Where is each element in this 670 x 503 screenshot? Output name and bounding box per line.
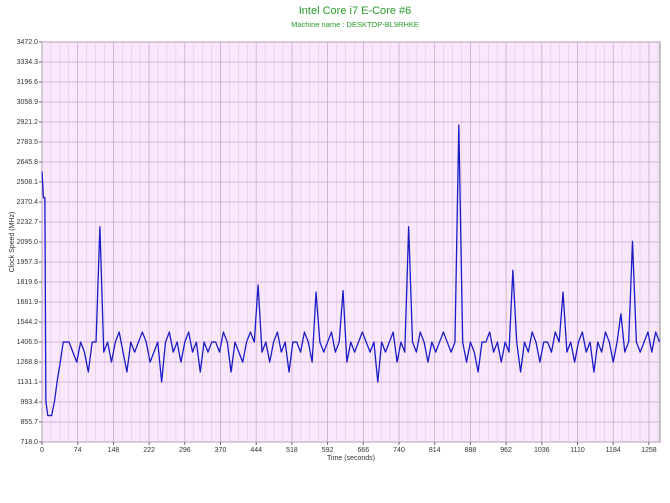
x-tick-label: 1184 xyxy=(606,447,621,454)
x-tick-label: 740 xyxy=(393,447,405,454)
x-tick-label: 74 xyxy=(74,447,82,454)
x-tick-label: 888 xyxy=(465,447,477,454)
x-tick-label: 518 xyxy=(286,447,298,454)
x-tick-label: 1036 xyxy=(534,447,550,454)
y-tick-label: 1268.8 xyxy=(17,359,39,366)
y-tick-label: 1131.1 xyxy=(17,379,38,386)
x-axis-label: Time (seconds) xyxy=(327,455,375,462)
x-tick-label: 444 xyxy=(250,447,262,454)
y-tick-label: 2645.8 xyxy=(17,159,39,166)
y-tick-label: 2232.7 xyxy=(17,219,39,226)
chart-title: Intel Core i7 E-Core #6 xyxy=(299,5,412,17)
y-tick-label: 2921.2 xyxy=(17,119,39,126)
y-tick-label: 2095.0 xyxy=(17,239,39,246)
data-line xyxy=(41,124,661,417)
y-tick-label: 1681.9 xyxy=(17,299,39,306)
y-axis-label: Clock Speed (MHz) xyxy=(9,212,16,273)
y-tick-label: 3472.0 xyxy=(17,39,39,46)
y-tick-label: 2508.1 xyxy=(17,179,39,186)
x-tick-label: 1110 xyxy=(570,447,585,454)
y-tick-label: 718.0 xyxy=(20,439,38,446)
y-tick-label: 3334.3 xyxy=(17,59,39,66)
x-tick-label: 370 xyxy=(215,447,227,454)
y-tick-label: 1957.3 xyxy=(17,259,39,266)
y-tick-label: 3196.6 xyxy=(17,79,39,86)
y-tick-label: 855.7 xyxy=(20,419,38,426)
x-tick-label: 296 xyxy=(179,447,191,454)
x-tick-label: 0 xyxy=(40,447,44,454)
y-tick-label: 1406.5 xyxy=(17,339,39,346)
y-tick-label: 1544.2 xyxy=(17,319,39,326)
x-tick-label: 592 xyxy=(322,447,334,454)
chart-subtitle: Machine name : DESKTOP-BL9RHKE xyxy=(291,20,419,29)
y-tick-label: 1819.6 xyxy=(17,279,39,286)
x-tick-label: 962 xyxy=(500,447,512,454)
x-tick-label: 814 xyxy=(429,447,441,454)
y-tick-label: 3058.9 xyxy=(17,99,39,106)
y-tick-label: 2783.5 xyxy=(17,139,39,146)
x-tick-label: 148 xyxy=(108,447,120,454)
y-tick-label: 2370.4 xyxy=(17,199,39,206)
x-tick-label: 1258 xyxy=(641,447,657,454)
x-tick-label: 666 xyxy=(357,447,369,454)
y-tick-label: 993.4 xyxy=(20,399,38,406)
x-tick-label: 222 xyxy=(143,447,155,454)
